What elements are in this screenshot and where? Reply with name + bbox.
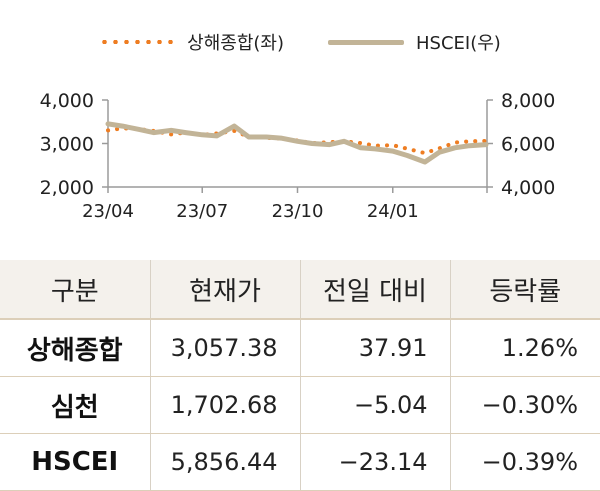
header-change: 전일 대비: [299, 260, 450, 320]
chart-figure: 상해종합(좌) HSCEI(우) 4,000 3,000 2,000 8,000 6,0…: [0, 28, 600, 491]
legend-label-hscei: HSCEI(우): [416, 33, 501, 54]
row-name: HSCEI: [0, 433, 150, 491]
series-hscei-line: [105, 121, 489, 165]
left-tick-label: 3,000: [40, 134, 94, 156]
row-name: 심천: [0, 376, 150, 434]
table-header-row: 구분 현재가 전일 대비 등락률: [0, 260, 600, 320]
header-category: 구분: [0, 260, 150, 320]
row-change-rate: −0.30%: [449, 376, 600, 434]
right-tick-label: 6,000: [501, 134, 555, 156]
x-tick-label: 23/04: [82, 201, 134, 222]
legend-swatch-dotted-orange: [99, 40, 176, 44]
row-current-price: 5,856.44: [149, 433, 300, 491]
x-tick-label: 23/10: [272, 201, 324, 222]
right-tick-label: 8,000: [501, 90, 555, 112]
row-change: −23.14: [299, 433, 450, 491]
row-change-rate: −0.39%: [449, 433, 600, 491]
table-row: 상해종합 3,057.38 37.91 1.26%: [0, 319, 600, 377]
row-change: −5.04: [299, 376, 450, 434]
table-row: HSCEI 5,856.44 −23.14 −0.39%: [0, 433, 600, 491]
left-tick-label: 2,000: [40, 177, 94, 199]
table-row: 심천 1,702.68 −5.04 −0.30%: [0, 376, 600, 434]
row-current-price: 1,702.68: [149, 376, 300, 434]
header-current-price: 현재가: [149, 260, 300, 320]
row-change: 37.91: [299, 319, 450, 377]
chart-axes: [102, 99, 493, 193]
line-chart: 4,000 3,000 2,000 8,000 6,000 4,000 23/04 23/07…: [40, 90, 556, 222]
chart-lines: [105, 121, 489, 165]
legend-label-shanghai: 상해종합(좌): [187, 33, 285, 54]
chart-legend: 상해종합(좌) HSCEI(우): [0, 28, 600, 56]
x-tick-label: 23/07: [176, 201, 228, 222]
right-tick-label: 4,000: [501, 177, 555, 199]
row-name: 상해종합: [0, 319, 150, 377]
left-tick-label: 4,000: [40, 90, 94, 112]
chart-tick-labels: 4,000 3,000 2,000 8,000 6,000 4,000 23/04 23/07…: [40, 90, 556, 222]
legend-item-shanghai: 상해종합(좌): [99, 29, 284, 55]
legend-item-hscei: HSCEI(우): [328, 29, 501, 55]
header-change-rate: 등락률: [449, 260, 600, 320]
row-change-rate: 1.26%: [449, 319, 600, 377]
index-table: 구분 현재가 전일 대비 등락률 상해종합 3,057.38 37.91 1.2…: [0, 260, 600, 491]
row-current-price: 3,057.38: [149, 319, 300, 377]
legend-swatch-line-tan: [328, 39, 405, 45]
x-tick-label: 24/01: [367, 201, 419, 222]
